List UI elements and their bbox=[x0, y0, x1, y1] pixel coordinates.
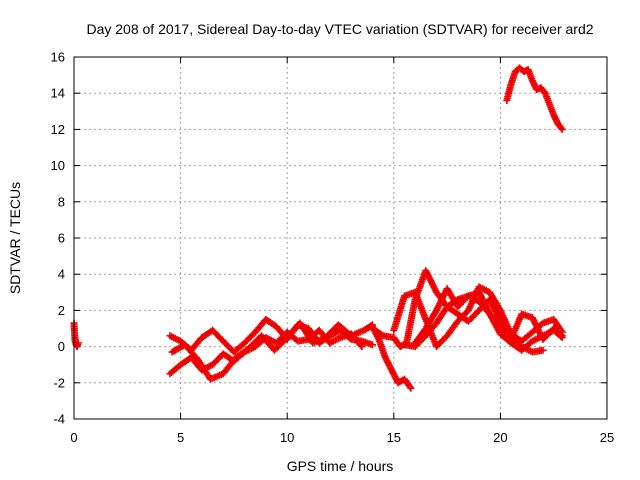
y-tick-label: 0 bbox=[58, 339, 65, 354]
x-tick-label: 10 bbox=[280, 430, 294, 445]
data-point bbox=[357, 341, 365, 349]
y-tick-label: -2 bbox=[53, 375, 65, 390]
grid-lines bbox=[74, 57, 607, 419]
plot-frame bbox=[73, 56, 608, 420]
x-tick-label: 0 bbox=[70, 430, 77, 445]
y-tick-label: 16 bbox=[51, 50, 65, 65]
x-axis-label: GPS time / hours bbox=[287, 458, 394, 474]
data-point bbox=[406, 383, 414, 391]
data-point bbox=[557, 124, 565, 132]
data-points bbox=[70, 64, 566, 392]
x-tick-label: 25 bbox=[600, 430, 614, 445]
y-tick-labels: -4 -2 0 2 4 6 8 10 12 14 16 bbox=[51, 50, 65, 427]
y-tick-label: 14 bbox=[51, 86, 65, 101]
y-tick-label: 6 bbox=[58, 231, 65, 246]
x-tick-label: 5 bbox=[177, 430, 184, 445]
data-point bbox=[539, 346, 547, 354]
data-point bbox=[558, 332, 566, 340]
series-upper-track bbox=[503, 64, 566, 133]
data-point bbox=[74, 339, 82, 347]
data-point bbox=[358, 343, 366, 351]
series-track-3 bbox=[168, 319, 376, 383]
x-tick-label: 20 bbox=[493, 430, 507, 445]
y-tick-label: -4 bbox=[53, 412, 65, 427]
y-tick-label: 2 bbox=[58, 303, 65, 318]
y-axis-label: SDTVAR / TECUs bbox=[7, 182, 23, 294]
y-tick-label: 10 bbox=[51, 158, 65, 173]
x-tick-label: 15 bbox=[387, 430, 401, 445]
y-tick-label: 4 bbox=[58, 267, 65, 282]
series-track-8 bbox=[411, 285, 547, 356]
chart-title: Day 208 of 2017, Sidereal Day-to-day VTE… bbox=[86, 21, 593, 37]
data-point bbox=[368, 341, 376, 349]
x-tick-labels: 0 5 10 15 20 25 bbox=[70, 430, 614, 445]
series-track-6 bbox=[390, 283, 566, 351]
data-point bbox=[407, 384, 415, 392]
data-point bbox=[558, 125, 566, 133]
y-tick-label: 8 bbox=[58, 194, 65, 209]
data-point bbox=[557, 331, 565, 339]
y-tick-label: 12 bbox=[51, 122, 65, 137]
data-point bbox=[378, 331, 386, 339]
series-start-segment bbox=[70, 319, 82, 351]
